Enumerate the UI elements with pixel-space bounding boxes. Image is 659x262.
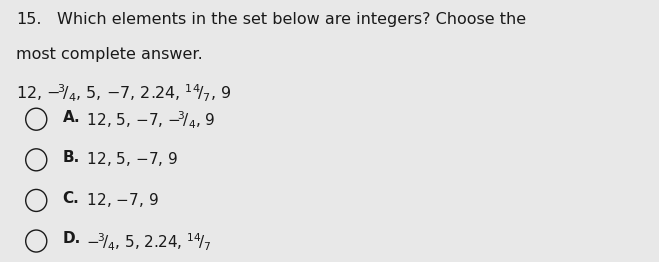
Text: $-\!^3\!/_4$, 5, 2.24, $^{14}\!/_7$: $-\!^3\!/_4$, 5, 2.24, $^{14}\!/_7$ xyxy=(82,231,212,253)
Text: C.: C. xyxy=(63,191,79,206)
Text: 15.: 15. xyxy=(16,12,42,27)
Text: B.: B. xyxy=(63,150,80,165)
Text: most complete answer.: most complete answer. xyxy=(16,47,203,62)
Text: 12, $-\!^3\!/_4$, 5, $-$7, 2.24, $^{14}\!/_7$, 9: 12, $-\!^3\!/_4$, 5, $-$7, 2.24, $^{14}\… xyxy=(16,83,232,104)
Text: 12, 5, $-$7, $-\!^3\!/_4$, 9: 12, 5, $-$7, $-\!^3\!/_4$, 9 xyxy=(82,110,216,131)
Text: 12, $-$7, 9: 12, $-$7, 9 xyxy=(82,191,159,209)
Text: D.: D. xyxy=(63,231,81,246)
Text: Which elements in the set below are integers? Choose the: Which elements in the set below are inte… xyxy=(57,12,527,27)
Text: 12, 5, $-$7, 9: 12, 5, $-$7, 9 xyxy=(82,150,179,168)
Text: A.: A. xyxy=(63,110,80,124)
